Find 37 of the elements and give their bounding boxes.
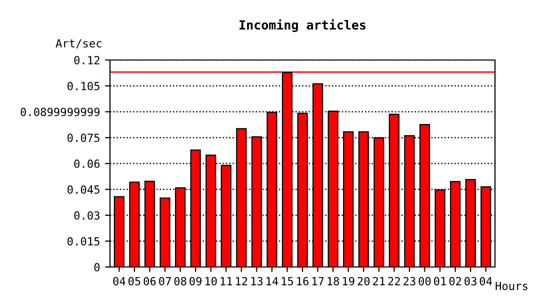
x-tick-label: 23	[404, 276, 416, 286]
x-tick-label: 13	[251, 276, 263, 286]
x-tick-label: 00	[418, 276, 431, 286]
y-tick-label: 0.06	[74, 160, 100, 168]
x-tick-label: 07	[159, 276, 171, 286]
x-tick-label: 14	[266, 277, 278, 286]
x-tick-label: 09	[190, 276, 202, 286]
chart-title: Incoming articles	[240, 19, 366, 32]
x-tick-label: 12	[236, 276, 248, 286]
x-tick-label: 17	[312, 277, 324, 286]
x-tick-label: 11	[220, 277, 232, 286]
x-tick-label: 01	[434, 276, 446, 286]
x-tick-label: 22	[388, 276, 400, 286]
x-tick-label: 03	[464, 276, 476, 286]
x-axis-title: Hours	[496, 282, 528, 290]
x-tick-label: 10	[205, 276, 217, 286]
y-tick-label: 0.015	[68, 237, 100, 246]
x-tick-label: 08	[174, 276, 186, 286]
x-tick-label: 05	[128, 276, 140, 286]
x-tick-label: 21	[373, 276, 385, 286]
y-tick-label: 0.12	[74, 56, 100, 64]
x-tick-label: 02	[449, 276, 462, 286]
y-axis-title: Art/sec	[56, 39, 102, 48]
y-tick-label: 0.03	[74, 211, 100, 220]
y-tick-label: 0.105	[68, 82, 100, 90]
x-tick-label: 06	[144, 276, 156, 286]
x-tick-label: 04	[480, 276, 492, 286]
y-tick-label: 0.075	[68, 134, 100, 142]
x-tick-label: 04	[113, 276, 126, 286]
x-tick-label: 15	[282, 277, 294, 286]
x-tick-label: 19	[342, 276, 354, 286]
y-tick-label: 0.0899999999	[20, 108, 100, 116]
x-tick-label: 16	[297, 276, 308, 286]
y-tick-label: 0	[94, 263, 100, 272]
x-tick-label: 20	[358, 276, 370, 286]
y-tick-label: 0.045	[68, 185, 100, 194]
x-tick-label: 18	[328, 276, 340, 286]
